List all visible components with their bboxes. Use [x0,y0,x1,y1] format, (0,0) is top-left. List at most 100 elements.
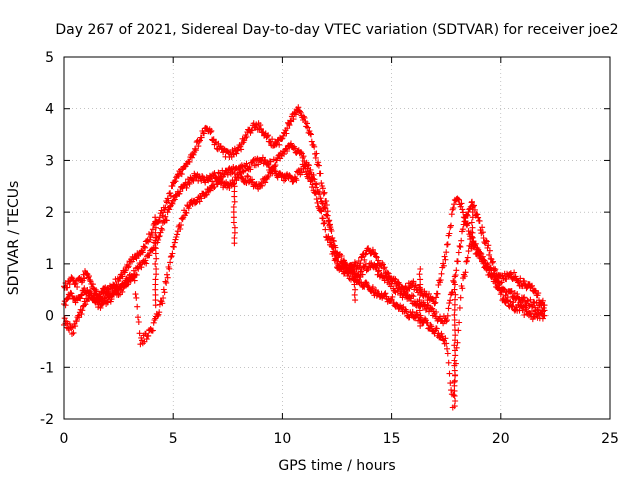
data-point-track-c [269,170,276,177]
data-point-track-a [172,178,179,185]
data-point-track-c [465,248,472,255]
data-point-track-c [435,330,442,337]
data-point-track-c [78,311,85,318]
data-point-spike [152,245,159,252]
data-point-track-a [141,243,148,250]
data-point-track-b [396,284,403,291]
data-point-track-c [464,254,471,261]
data-point-track-b [310,172,317,178]
x-tick-label: 0 [60,431,69,447]
data-point-track-a [284,125,291,132]
data-point-spike [417,266,424,272]
data-point-track-c [264,174,271,181]
data-point-track-b [443,318,450,325]
data-point-track-c [154,313,161,319]
data-point-spike [230,219,237,226]
data-point-track-b [447,297,454,304]
y-tick-label: 4 [45,102,54,118]
data-point-track-a [315,159,322,166]
data-point-track-c [456,304,463,311]
x-tick-label: 15 [383,431,401,447]
data-point-track-a [89,281,96,288]
data-point-track-c [206,187,213,194]
data-point-track-a [86,276,93,283]
data-point-track-b [327,221,333,228]
data-point-track-b [143,260,150,267]
data-point-track-c [198,195,205,202]
data-point-track-c [389,293,396,300]
data-point-spike [451,392,458,399]
y-axis-ticks: -2 -1 0 1 2 3 4 5 [40,50,610,428]
data-point-track-a [195,143,202,150]
data-point-track-a [304,120,310,127]
data-point-track-a [373,253,379,260]
data-marks [61,104,548,411]
data-point-track-a [535,290,542,297]
data-point-track-b [326,217,333,224]
data-point-track-c [150,319,157,326]
data-point-track-a [198,134,205,141]
data-point-track-c [185,205,192,212]
y-tick-label: 2 [45,205,54,221]
data-point-spike [451,367,458,374]
data-point-spike [451,342,458,349]
data-point-track-a [381,264,388,271]
data-point-track-c [456,319,463,326]
data-point-track-c [132,291,139,298]
data-point-track-c [282,176,289,183]
data-point-track-a [318,180,325,187]
data-point-track-a [119,273,126,280]
data-point-track-b [159,226,166,233]
data-point-track-c [541,312,548,319]
data-point-track-c [262,179,269,186]
data-point-track-c [424,320,431,327]
data-point-track-c [108,296,115,303]
data-point-spike [468,219,475,226]
data-point-track-a [190,151,197,158]
data-point-track-c [448,387,455,394]
data-point-track-b [78,291,85,298]
data-point-track-c [145,332,152,339]
data-point-track-c [492,280,499,287]
data-point-track-b [329,234,336,241]
data-point-track-c [259,182,266,189]
data-point-track-c [136,330,143,337]
data-point-track-b [163,217,170,224]
data-point-track-a [297,109,304,116]
data-point-track-c [461,273,468,280]
data-point-track-b [489,259,496,266]
data-point-track-c [97,304,104,311]
data-point-track-a [315,162,322,169]
data-point-track-a [301,115,308,121]
y-tick-label: 3 [45,153,54,169]
data-point-track-a [300,113,307,120]
data-point-track-b [452,272,459,279]
y-tick-label: 1 [45,257,54,273]
data-point-track-b [399,294,406,301]
data-point-track-a [269,136,276,143]
data-point-track-c [302,162,308,168]
data-point-spike [417,276,424,283]
data-point-track-a [448,222,454,229]
data-point-track-c [212,175,219,182]
data-point-track-b [325,218,332,225]
data-point-track-c [313,196,320,203]
data-point-track-c [447,380,454,387]
data-point-track-b [338,253,345,259]
data-point-spike [230,214,237,221]
data-point-track-c [309,181,316,188]
data-point-track-c [177,226,184,232]
data-point-track-a [464,220,471,227]
data-point-spike [152,214,159,221]
data-point-track-a [133,255,140,262]
data-point-track-a [125,263,132,270]
data-point-track-c [79,307,86,314]
data-point-track-c [236,169,243,176]
data-point-spike [469,209,476,216]
data-point-track-b [328,228,335,234]
data-point-track-a [308,131,314,138]
data-point-track-b [262,156,269,163]
data-point-track-c [85,295,92,302]
data-point-track-c [382,290,389,297]
